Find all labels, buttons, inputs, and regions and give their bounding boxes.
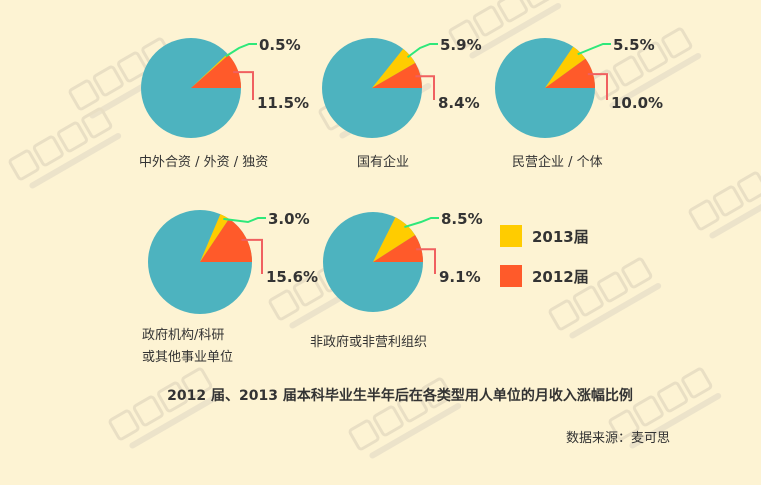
data-label-2012: 8.4% — [438, 94, 480, 112]
legend-label: 2013届 — [532, 228, 589, 246]
watermark-logo — [688, 171, 761, 239]
pie-slice-2012 — [372, 62, 422, 88]
leader-line-2013 — [404, 217, 439, 228]
legend-label: 2012届 — [532, 268, 589, 286]
legend-swatch — [500, 225, 522, 247]
pie-category-label: 中外合资 / 外资 / 独资 — [139, 155, 268, 170]
data-label-2013: 8.5% — [441, 210, 483, 228]
leader-line-2012 — [587, 73, 608, 100]
source-note: 数据来源：麦可思 — [566, 431, 670, 446]
data-label-2013: 0.5% — [259, 36, 301, 54]
pie-category-label: 非政府或非营利组织 — [310, 335, 427, 350]
watermark-logo — [8, 107, 122, 189]
leader-line-2012 — [233, 71, 254, 100]
data-label-2013: 5.9% — [440, 36, 482, 54]
leader-line-2012 — [415, 75, 435, 100]
pie-slice-2013 — [372, 48, 416, 88]
pie-slice-2012 — [373, 234, 423, 262]
watermark-logo — [108, 367, 222, 449]
leader-line-2013 — [225, 43, 257, 58]
data-label-2013: 5.5% — [613, 36, 655, 54]
leader-line-2012 — [241, 238, 263, 274]
legend-swatch — [500, 265, 522, 287]
pie-slice-2012 — [200, 218, 252, 262]
data-label-2012: 11.5% — [257, 94, 309, 112]
pie-category-label: 民营企业 / 个体 — [512, 154, 603, 170]
pie-slice-2012 — [191, 54, 241, 88]
watermark-logo — [448, 0, 562, 59]
chart-title: 2012 届、2013 届本科毕业生半年后在各类型用人单位的月收入涨幅比例 — [167, 387, 633, 404]
pie-category-label: 政府机构/科研 — [142, 328, 224, 343]
pie-slice-2013 — [200, 214, 229, 262]
watermark-logo — [348, 377, 462, 459]
data-label-2013: 3.0% — [268, 210, 310, 228]
pie-slice-2013 — [373, 217, 416, 262]
data-label-2012: 15.6% — [266, 268, 318, 286]
leader-line-2012 — [416, 248, 436, 274]
watermark-logo — [608, 367, 722, 449]
pie-slice-2013 — [191, 53, 229, 88]
leader-line-2013 — [406, 43, 438, 59]
leader-line-2013 — [577, 43, 611, 56]
data-label-2012: 9.1% — [439, 268, 481, 286]
watermark-logo — [548, 257, 662, 339]
data-label-2012: 10.0% — [611, 94, 663, 112]
pie-category-label: 或其他事业单位 — [142, 350, 233, 365]
pie-slice-2012 — [545, 58, 595, 88]
leader-line-2013 — [223, 217, 266, 224]
pie-slice-2013 — [545, 46, 586, 88]
pie-category-label: 国有企业 — [357, 154, 409, 170]
